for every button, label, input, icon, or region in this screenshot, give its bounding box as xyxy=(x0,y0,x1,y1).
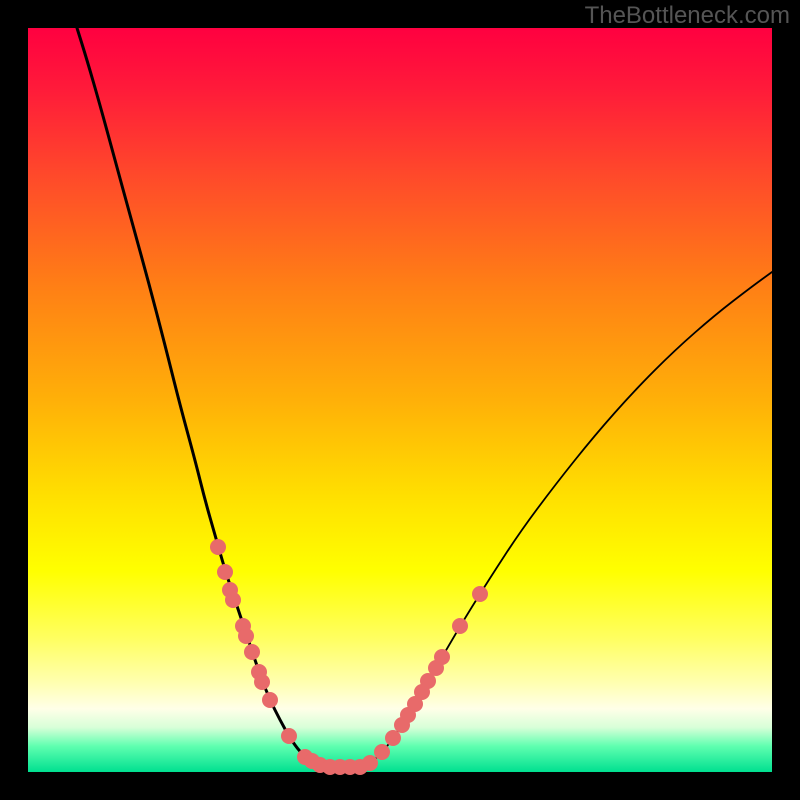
data-dot xyxy=(385,730,401,746)
data-dot xyxy=(225,592,241,608)
data-dot xyxy=(374,744,390,760)
data-dot xyxy=(244,644,260,660)
data-dot xyxy=(238,628,254,644)
plot-background xyxy=(28,28,772,772)
chart-container: TheBottleneck.com xyxy=(0,0,800,800)
data-dot xyxy=(210,539,226,555)
data-dot xyxy=(362,755,378,771)
data-dot xyxy=(262,692,278,708)
data-dot xyxy=(434,649,450,665)
data-dot xyxy=(281,728,297,744)
bottleneck-chart xyxy=(0,0,800,800)
data-dot xyxy=(452,618,468,634)
watermark-text: TheBottleneck.com xyxy=(585,2,790,30)
data-dot xyxy=(254,674,270,690)
data-dot xyxy=(472,586,488,602)
data-dot xyxy=(217,564,233,580)
